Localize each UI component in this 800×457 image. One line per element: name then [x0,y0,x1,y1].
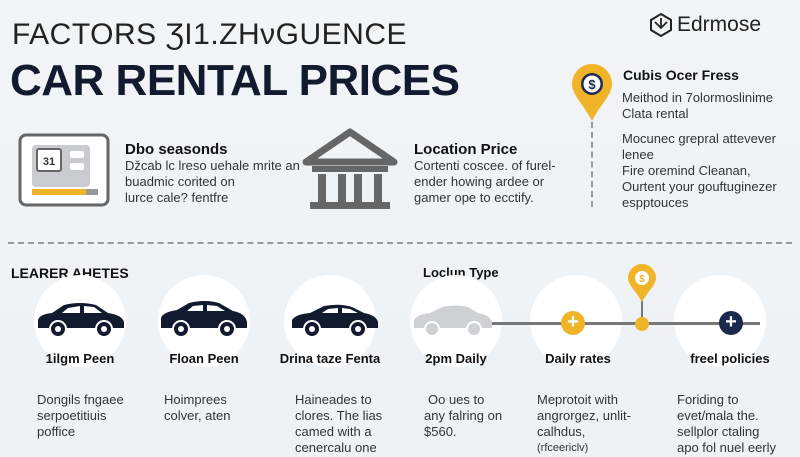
item-text: sellplor ctaling [677,424,760,439]
item-text: apo fol nuel eerly [677,440,777,455]
divider [8,242,792,244]
calendar-icon: 31 [18,133,110,207]
section-text: espptouces [622,195,689,210]
section-text: Džcab lc lreso uehale mrite an [125,158,300,173]
item-text: angrorgez, unlit- [537,408,631,423]
car-icon [292,304,378,338]
plus-yellow-icon: + [561,311,585,335]
item-text: (rfceericlv) [537,442,589,454]
building-icon [302,128,398,209]
location-dollar-pin-icon: $ [572,64,612,121]
item-text: Meprotoit with [537,392,618,407]
item-text: Oo ues to [428,392,485,407]
svg-text:$: $ [639,274,645,285]
item-text: Foriding to [677,392,739,407]
item-text: Haineades to [295,392,372,407]
item-text: cenercalu one [295,440,377,455]
section-title: Dbo seasonds [125,141,228,158]
item-label: freel policies [690,351,770,366]
item-text: $560. [424,424,457,439]
item-text: Hoimprees [164,392,227,407]
section-title: Cubis Ocer Fress [623,67,739,83]
svg-text:$: $ [588,77,596,92]
section-text: ender howing ardee or [414,174,545,189]
section-text: Ourtent your gouftuginezer [622,179,777,194]
item-text: evet/mala the. [677,408,759,423]
item-label: Daily rates [545,351,611,366]
dollar-pin-icon: $ [628,264,656,302]
car-icon [161,301,247,338]
dashed-connector [591,122,593,207]
section-title: Location Price [414,141,518,158]
item-text: serpoetitiuis [37,408,107,423]
item-label: 2pm Daily [425,351,487,366]
car-icon [38,303,124,338]
logo-text: Edrmose [677,13,762,36]
item-text: calhdus, [537,424,586,439]
car-faded-icon [414,305,492,337]
section-text: lenee [622,147,654,162]
pin-stem [641,298,643,322]
item-label: 1ilgm Peen [45,351,115,366]
section-text: Meithod in 7olormoslinime [622,90,774,105]
section-text: gamer ope to ecctify. [414,190,534,205]
section-text: lurce cale? fentfre [125,190,229,205]
timeline-line [490,322,760,325]
logo-icon [650,12,672,38]
item-text: Dongils fngaee [37,392,124,407]
section-text: Cortenti coscee. of furel- [414,158,556,173]
section-text: Fire oremind Cleanan, [622,163,751,178]
section-text: buadmic corited on [125,174,235,189]
item-text: any falring on [424,408,503,423]
section-text: Clata rental [622,106,689,121]
item-text: clores. The lias [295,408,383,423]
section-text: Mocunec grepral attevever [622,131,776,146]
brand-logo: Edrmose [648,12,761,38]
item-text: camed with a [295,424,372,439]
item-text: poffice [37,424,76,439]
item-label: Drina taze Fenta [279,351,381,366]
timeline-dot [635,317,649,331]
item-label: Floan Peen [169,351,239,366]
item-text: colver, aten [164,408,231,423]
section-heading: LEARER AHETES [11,265,129,281]
plus-navy-icon: + [719,311,743,335]
title-line-1: FACTORS ƷI1.ZHνGUENCE [12,18,407,51]
calendar-day: 31 [43,156,55,168]
page-title: CAR RENTAL PRICES [10,56,460,105]
